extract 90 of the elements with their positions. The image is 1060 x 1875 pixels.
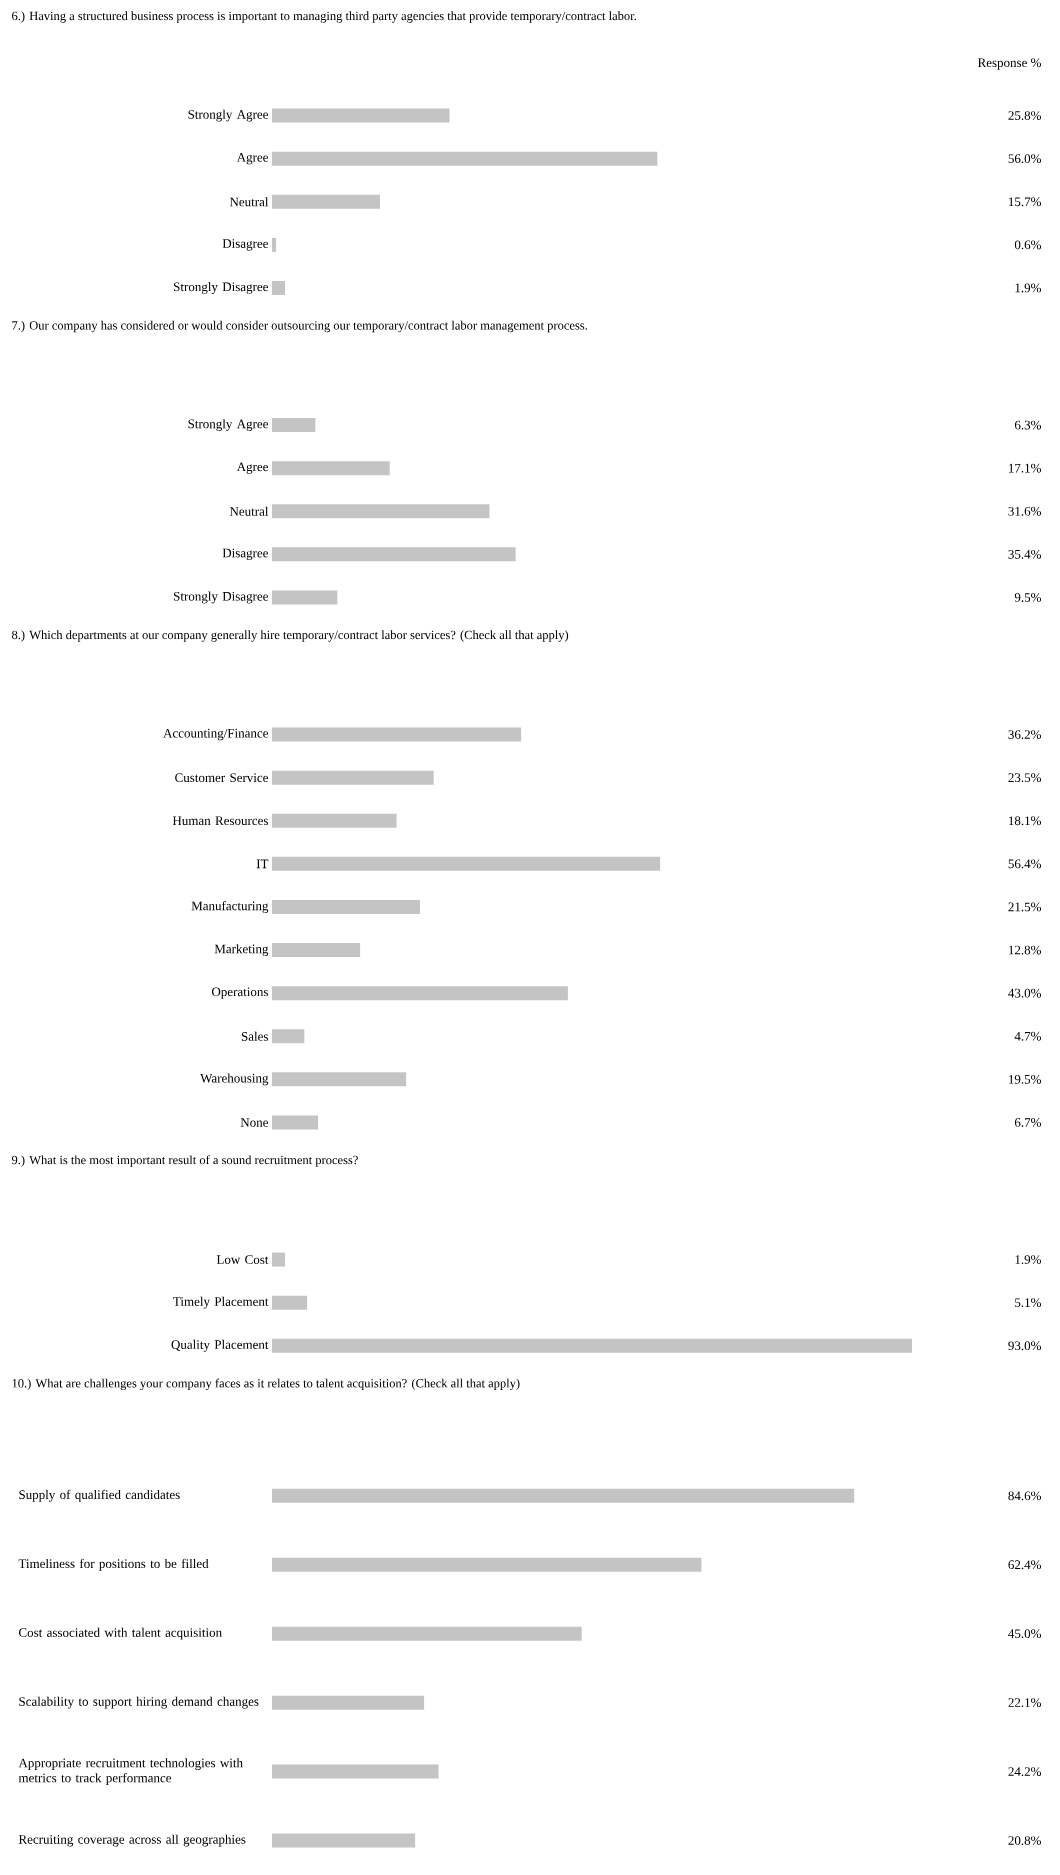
bar — [272, 504, 490, 519]
y-tick-label: Neutral — [229, 506, 269, 516]
data-label: 23.5% — [1008, 773, 1042, 783]
y-tick-label: IT — [256, 859, 269, 869]
data-label: 12.8% — [1009, 945, 1042, 955]
y-tick-label: Agree — [236, 462, 269, 474]
bar — [272, 727, 522, 742]
bar — [272, 237, 277, 252]
y-tick-label: Strongly Disagree — [174, 282, 269, 294]
data-label: 5.1% — [1015, 1298, 1042, 1308]
data-label: 21.5% — [1008, 902, 1042, 912]
data-label: 84.6% — [1008, 1491, 1042, 1501]
data-label: 20.8% — [1008, 1836, 1042, 1845]
y-tick-label: Scalability to support hiring demand changes — [19, 1696, 259, 1709]
bar — [272, 1764, 439, 1779]
data-label: 18.1% — [1009, 816, 1042, 826]
y-tick-label: Warehousing — [200, 1073, 269, 1086]
bar — [272, 813, 397, 828]
chart-title: 6.) Having a structured business process is important to managing third party agencies that provide temporary/contract labor. — [12, 11, 636, 23]
chart-title: 10.) What are challenges your company faces as it relates to talent acquisition? (Check all that apply) — [12, 1378, 520, 1391]
bar — [272, 1488, 855, 1503]
data-label: 6.7% — [1014, 1118, 1042, 1127]
bar — [272, 1833, 416, 1848]
chart-title: 9.) What is the most important result of a sound recruitment process? — [11, 1155, 358, 1167]
y-tick-label: Strongly Disagree — [174, 591, 269, 604]
y-tick-label: Appropriate recruitment technologies with metrics to track performance — [18, 1758, 243, 1785]
bar — [272, 1072, 407, 1087]
y-tick-label: Timely Placement — [173, 1296, 269, 1309]
y-tick-label: Disagree — [222, 239, 269, 251]
bar — [272, 770, 434, 785]
data-label: 25.8% — [1008, 111, 1042, 120]
bar — [272, 1029, 305, 1044]
y-tick-label: Low Cost — [216, 1255, 269, 1264]
bar — [272, 547, 516, 562]
bar — [272, 943, 361, 958]
bar — [272, 461, 390, 476]
data-label: 31.6% — [1008, 506, 1042, 516]
y-tick-label: Operations — [211, 987, 268, 999]
text: Response % — [977, 58, 1042, 70]
data-label: 17.1% — [1009, 463, 1042, 473]
bar — [272, 108, 450, 123]
data-label: 22.1% — [1008, 1698, 1042, 1708]
data-label: 24.2% — [1008, 1767, 1042, 1777]
data-label: 45.0% — [1008, 1629, 1042, 1639]
bar — [272, 151, 658, 166]
bar — [272, 1695, 425, 1710]
data-label: 9.5% — [1014, 593, 1042, 602]
data-label: 1.9% — [1015, 283, 1042, 293]
bar — [272, 1115, 319, 1130]
y-tick-label: Neutral — [229, 197, 269, 207]
data-label: 4.7% — [1014, 1031, 1042, 1041]
data-label: 62.4% — [1008, 1560, 1042, 1570]
y-tick-label: Quality Placement — [171, 1339, 269, 1352]
y-tick-label: Cost associated with talent acquisition — [19, 1627, 222, 1640]
y-tick-label: Human Resources — [172, 816, 268, 826]
y-tick-label: Timeliness for positions to be filled — [18, 1558, 209, 1571]
y-tick-label: Customer Service — [175, 773, 269, 783]
bar — [272, 856, 661, 871]
data-label: 19.5% — [1009, 1074, 1042, 1084]
bar — [272, 899, 420, 914]
data-label: 93.0% — [1008, 1341, 1042, 1351]
y-tick-label: Disagree — [222, 548, 269, 561]
bar — [272, 280, 286, 295]
data-label: 43.0% — [1008, 988, 1042, 998]
data-label: 1.9% — [1015, 1255, 1042, 1264]
y-tick-label: Manufacturing — [191, 900, 269, 913]
y-tick-label: Strongly Agree — [188, 419, 268, 431]
bar — [272, 590, 338, 605]
y-tick-label: Accounting/Finance — [163, 728, 269, 741]
bar — [272, 418, 316, 433]
bar — [272, 1626, 582, 1641]
y-tick-label: Recruiting coverage across all geographies — [18, 1834, 246, 1847]
data-label: 56.0% — [1008, 154, 1042, 164]
data-label: 15.7% — [1009, 197, 1042, 207]
data-label: 36.2% — [1008, 730, 1042, 739]
data-label: 0.6% — [1014, 240, 1042, 250]
data-label: 35.4% — [1008, 549, 1042, 559]
bar — [272, 986, 568, 1001]
y-tick-label: None — [240, 1118, 268, 1127]
y-tick-label: Marketing — [214, 944, 269, 956]
data-label: 6.3% — [1014, 420, 1042, 430]
y-tick-label: Agree — [236, 152, 269, 165]
chart-title: 8.) Which departments at our company generally hire temporary/contract labor services? (Check all that apply) — [12, 630, 569, 642]
bar — [272, 194, 381, 209]
y-tick-label: Strongly Agree — [188, 109, 268, 122]
y-tick-label: Sales — [241, 1031, 268, 1041]
data-label: 56.4% — [1008, 859, 1042, 869]
y-tick-label: Supply of qualified candidates — [19, 1489, 180, 1502]
bar — [272, 1557, 702, 1572]
chart-title: 7.) Our company has considered or would consider outsourcing our temporary/contract labor management process. — [12, 320, 587, 333]
